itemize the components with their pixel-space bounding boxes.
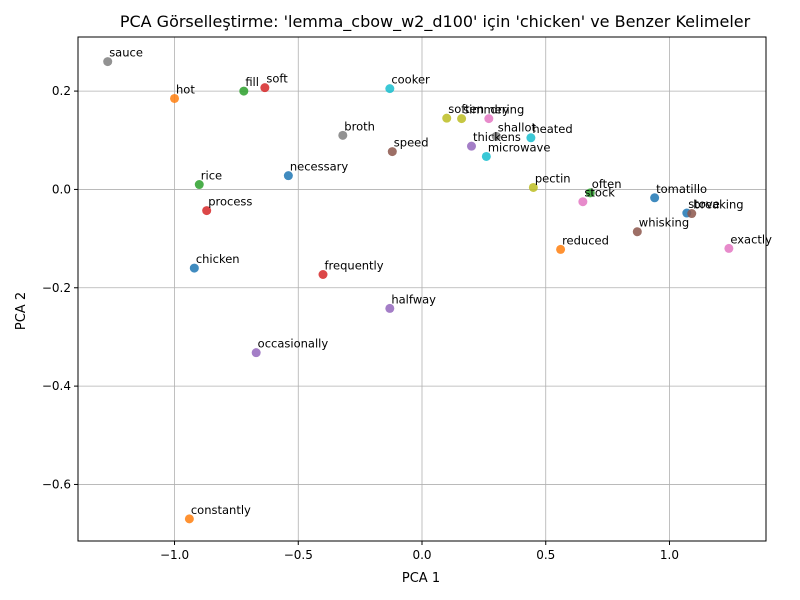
point-frequently: [318, 269, 328, 279]
point-label-exactly: exactly: [730, 232, 772, 246]
point-broth: [338, 130, 348, 140]
x-tick-label: 0.0: [412, 548, 431, 562]
point-often: [585, 188, 595, 198]
point-label-stock: stock: [584, 186, 615, 200]
x-axis-ticks: −1.0 −0.5 0.0 0.5 1.0: [160, 541, 679, 562]
point-constantly: [184, 514, 194, 524]
point-reduced: [556, 244, 566, 254]
point-label-process: process: [208, 195, 252, 209]
point-labels: sauce hot fill soft cooker broth speed softensi…: [109, 46, 772, 517]
point-label-speed: speed: [394, 136, 429, 150]
point-soften: [442, 113, 452, 123]
point-label-heated: heated: [532, 122, 572, 136]
point-label-constantly: constantly: [191, 503, 251, 517]
point-label-chicken: chicken: [196, 252, 240, 266]
point-label-simmering: simmering: [463, 103, 524, 117]
point-label-broth: broth: [344, 119, 375, 133]
point-speed: [387, 147, 397, 157]
point-label-soft: soft: [266, 72, 288, 86]
point-cooker: [385, 84, 395, 94]
point-label-cooker: cooker: [391, 73, 430, 87]
point-label-shallot: shallot: [498, 120, 537, 134]
point-label-breaking: breaking: [693, 198, 743, 212]
chart-title: PCA Görselleştirme: 'lemma_cbow_w2_d100'…: [120, 12, 751, 32]
y-axis-ticks: −0.6 −0.4 −0.2 0.0 0.2: [42, 84, 78, 491]
point-label-microwave: microwave: [488, 140, 551, 154]
point-tomatillo: [650, 193, 660, 203]
point-halfway: [385, 303, 395, 313]
point-exactly: [724, 243, 734, 253]
point-soft: [260, 83, 270, 93]
point-breaking: [687, 209, 697, 219]
point-label-tomatillo: tomatillo: [656, 182, 707, 196]
point-heated: [526, 133, 536, 143]
point-label-pectin: pectin: [535, 171, 571, 185]
point-thickens: [466, 141, 476, 151]
x-tick-label: 1.0: [660, 548, 679, 562]
point-label-stove: stove: [688, 197, 719, 211]
y-tick-label: −0.2: [42, 281, 71, 295]
point-label-thickens: thickens: [473, 130, 521, 144]
point-microwave: [481, 151, 491, 161]
point-label-soften: soften: [448, 102, 484, 116]
point-label-necessary: necessary: [290, 160, 349, 174]
x-axis-label: PCA 1: [402, 571, 440, 586]
point-rice: [194, 180, 204, 190]
x-tick-label: 0.5: [536, 548, 555, 562]
point-chicken: [189, 263, 199, 273]
point-label-fill: fill: [245, 75, 259, 89]
point-label-hot: hot: [176, 82, 195, 96]
y-axis-label: PCA 2: [14, 292, 29, 330]
y-tick-label: −0.4: [42, 379, 71, 393]
point-stock: [578, 197, 588, 207]
point-label-dry: dry: [490, 103, 509, 117]
point-label-sauce: sauce: [109, 46, 143, 60]
point-necessary: [283, 171, 293, 181]
point-fill: [239, 86, 249, 96]
data-points: [103, 57, 734, 524]
y-tick-label: −0.6: [42, 477, 71, 491]
point-process: [202, 206, 212, 216]
point-occasionally: [251, 348, 261, 358]
point-label-whisking: whisking: [639, 216, 689, 230]
point-simmering: [457, 114, 467, 124]
point-label-frequently: frequently: [325, 258, 384, 272]
point-label-often: often: [592, 177, 622, 191]
point-label-reduced: reduced: [562, 233, 609, 247]
point-label-rice: rice: [201, 169, 222, 183]
y-tick-label: 0.2: [52, 84, 71, 98]
point-label-halfway: halfway: [391, 292, 436, 306]
point-sauce: [103, 57, 113, 67]
grid-lines: [78, 37, 766, 541]
x-tick-label: −1.0: [160, 548, 189, 562]
point-whisking: [632, 227, 642, 237]
point-pectin: [528, 182, 538, 192]
point-dry: [484, 114, 494, 124]
point-shallot: [491, 131, 501, 141]
y-tick-label: 0.0: [52, 182, 71, 196]
point-label-occasionally: occasionally: [258, 337, 329, 351]
point-hot: [170, 93, 180, 103]
x-tick-label: −0.5: [284, 548, 313, 562]
